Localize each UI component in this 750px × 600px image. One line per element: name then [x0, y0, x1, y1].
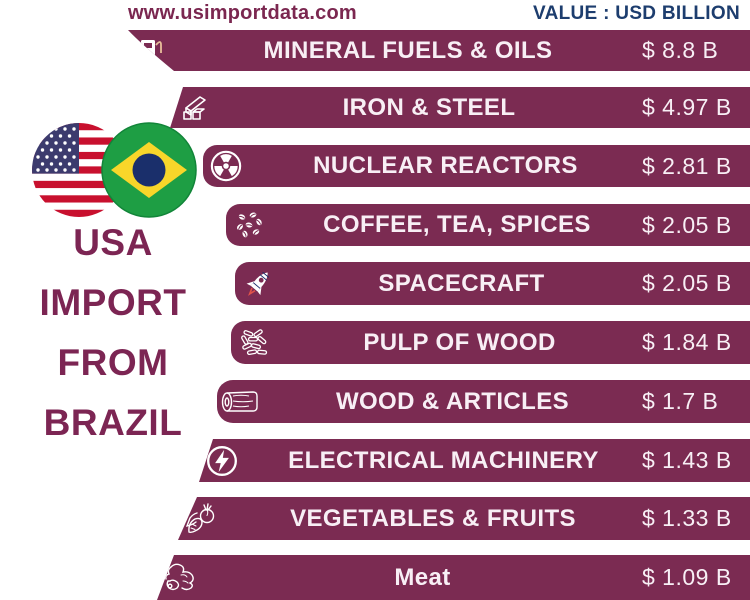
fuel-pump-icon: [128, 35, 174, 67]
category-label: COFFEE, TEA, SPICES: [323, 211, 591, 238]
category-value: $ 1.43 B: [642, 447, 732, 473]
vegetables-icon: [178, 501, 224, 537]
bar-row-nuclear-reactors: NUCLEAR REACTORS $ 2.81 B: [203, 145, 750, 187]
category-value: $ 2.05 B: [642, 211, 732, 238]
title-line: BRAZIL: [43, 402, 183, 443]
category-value: $ 8.8 B: [642, 37, 719, 63]
bar-row-meat: Meat $ 1.09 B: [157, 555, 750, 600]
log-icon: [217, 387, 263, 417]
bar-row-coffee-tea-spices: COFFEE, TEA, SPICES $ 2.05 B: [226, 204, 750, 246]
category-label: IRON & STEEL: [342, 93, 516, 121]
category-label: VEGETABLES & FRUITS: [290, 504, 576, 532]
wood-pulp-icon: [231, 325, 277, 361]
category-value: $ 1.84 B: [642, 329, 732, 355]
bar-row-iron-steel: IRON & STEEL $ 4.97 B: [170, 87, 750, 128]
category-value: $ 1.7 B: [642, 388, 719, 414]
category-value: $ 1.09 B: [642, 564, 732, 590]
bar-row-spacecraft: SPACECRAFT $ 2.05 B: [235, 262, 750, 305]
usa-brazil-flags: [32, 122, 197, 218]
brazil-flag-icon: [101, 122, 197, 218]
bar-row-wood-articles: WOOD & ARTICLES $ 1.7 B: [217, 380, 750, 423]
category-label: SPACECRAFT: [378, 269, 545, 297]
category-value: $ 1.33 B: [642, 505, 732, 531]
category-label: MINERAL FUELS & OILS: [263, 36, 553, 64]
category-label: ELECTRICAL MACHINERY: [288, 446, 599, 474]
category-value: $ 2.81 B: [642, 152, 732, 179]
category-value: $ 2.05 B: [642, 270, 732, 296]
radiation-icon: [203, 149, 249, 183]
page-title: USA IMPORT FROM BRAZIL: [6, 213, 220, 453]
steel-ingots-icon: [170, 91, 216, 125]
meat-icon: [157, 561, 203, 595]
bar-row-electrical-machinery: ELECTRICAL MACHINERY $ 1.43 B: [199, 439, 750, 482]
lightning-icon: [199, 444, 245, 478]
category-label: WOOD & ARTICLES: [335, 387, 570, 415]
website-text: www.usimportdata.com: [128, 2, 357, 24]
title-line: IMPORT: [39, 282, 187, 323]
value-unit-caption: VALUE : USD BILLION: [533, 3, 740, 24]
title-line: FROM: [57, 342, 169, 383]
bar-row-pulp-of-wood: PULP OF WOOD $ 1.84 B: [231, 321, 750, 364]
rocket-icon: [235, 266, 281, 302]
category-label: NUCLEAR REACTORS: [313, 152, 578, 179]
category-value: $ 4.97 B: [642, 94, 732, 120]
category-label: PULP OF WOOD: [363, 328, 556, 356]
bar-row-mineral-fuels: MINERAL FUELS & OILS $ 8.8 B: [128, 30, 750, 71]
coffee-beans-icon: [226, 208, 272, 242]
title-line: USA: [73, 222, 153, 263]
category-label: Meat: [394, 563, 451, 591]
bar-row-vegetables-fruits: VEGETABLES & FRUITS $ 1.33 B: [178, 497, 750, 540]
